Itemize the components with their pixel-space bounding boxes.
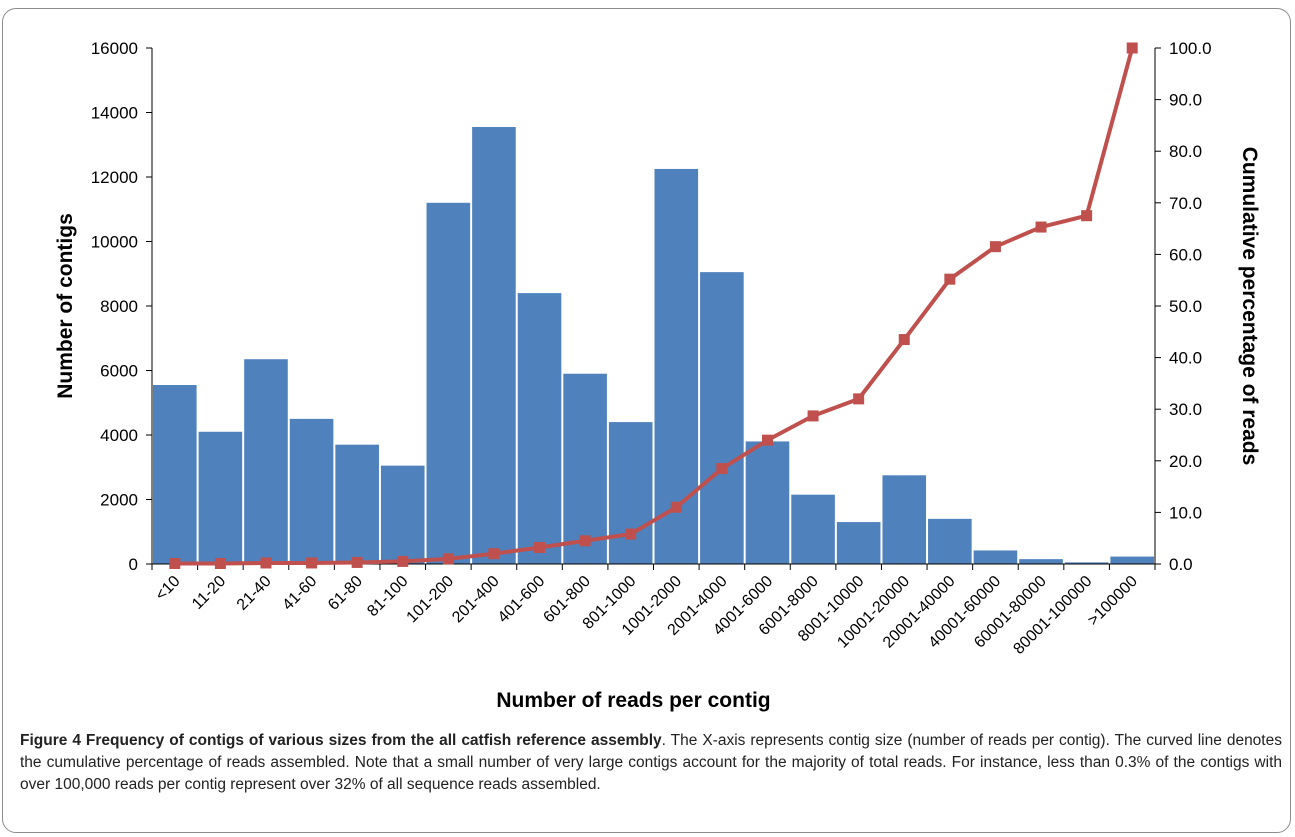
y2-tick-label: 80.0 bbox=[1169, 142, 1202, 161]
y2-tick-label: 70.0 bbox=[1169, 194, 1202, 213]
line-point bbox=[989, 241, 1001, 253]
y-tick-label: 14000 bbox=[91, 104, 138, 123]
figure-caption: Figure 4 Frequency of contigs of various… bbox=[20, 730, 1282, 796]
line-point bbox=[1126, 42, 1138, 54]
y-tick-label: 8000 bbox=[100, 297, 138, 316]
bar bbox=[244, 359, 288, 564]
bar bbox=[517, 293, 562, 564]
y2-tick-label: 90.0 bbox=[1169, 91, 1202, 110]
figure-frame bbox=[2, 8, 1291, 833]
line-point bbox=[351, 556, 363, 568]
bar bbox=[472, 127, 516, 564]
line-point bbox=[260, 557, 272, 569]
bar bbox=[928, 518, 972, 564]
line-point bbox=[1081, 210, 1093, 222]
y2-tick-label: 40.0 bbox=[1169, 349, 1202, 368]
y-axis-title: Number of contigs bbox=[54, 213, 77, 399]
line-point bbox=[579, 535, 591, 547]
chart: 0 2000 4000 6000 8000 10000 12000 14000 16000 0.0… bbox=[54, 39, 1261, 712]
y-tick-label: 16000 bbox=[91, 39, 138, 58]
y2-tick-label: 30.0 bbox=[1169, 400, 1202, 419]
x-axis-title: Number of reads per contig bbox=[496, 689, 770, 712]
bar bbox=[791, 494, 835, 564]
y2-tick-label: 0.0 bbox=[1169, 555, 1193, 574]
y-tick-label: 6000 bbox=[100, 362, 138, 381]
x-tick-label: >100000 bbox=[1085, 573, 1141, 629]
bar bbox=[153, 385, 197, 564]
line-point bbox=[534, 541, 546, 553]
line-point bbox=[1035, 221, 1047, 233]
y-tick-label: 10000 bbox=[91, 233, 138, 252]
caption-lead: Figure 4 Frequency of contigs of various… bbox=[20, 732, 662, 749]
line-point bbox=[716, 463, 728, 475]
x-tick-label: 61-80 bbox=[325, 573, 366, 614]
y2-tick-label: 60.0 bbox=[1169, 245, 1202, 264]
bar bbox=[563, 373, 607, 564]
x-tick-label: 11-20 bbox=[189, 573, 229, 613]
bar bbox=[1019, 559, 1063, 564]
y-tick-label: 4000 bbox=[100, 426, 138, 445]
series-line bbox=[174, 47, 1135, 566]
y2-axis-title: Cumulative percentage of reads bbox=[1238, 147, 1261, 466]
bar bbox=[289, 418, 334, 564]
bar bbox=[380, 465, 425, 564]
y2-tick-label: 20.0 bbox=[1169, 452, 1202, 471]
line-point bbox=[807, 410, 819, 422]
line-point bbox=[488, 548, 500, 560]
y-tick-label: 0 bbox=[129, 555, 138, 574]
line-point bbox=[898, 334, 910, 346]
line-point bbox=[853, 393, 865, 405]
bar bbox=[745, 441, 790, 564]
line-point bbox=[214, 557, 226, 569]
x-tick-label: 21-40 bbox=[234, 573, 275, 614]
bar bbox=[335, 444, 379, 564]
x-tick-label: 101-200 bbox=[404, 573, 458, 627]
y2-tick-label: 100.0 bbox=[1169, 39, 1212, 58]
line-point bbox=[169, 557, 181, 569]
line-point bbox=[670, 501, 682, 513]
x-tick-label: 80001-100000 bbox=[1010, 573, 1095, 658]
bar bbox=[1110, 556, 1154, 564]
caption-text: . The X-axis represents contig size (num… bbox=[20, 732, 1282, 793]
x-tick-label: 201-400 bbox=[449, 573, 503, 627]
bar bbox=[700, 272, 744, 564]
bar bbox=[973, 550, 1018, 564]
line-point bbox=[944, 273, 956, 285]
bar bbox=[608, 422, 653, 564]
bar bbox=[836, 522, 881, 564]
line-point bbox=[761, 434, 773, 446]
x-tick-label: 401-600 bbox=[495, 573, 549, 627]
line-point bbox=[625, 528, 637, 540]
x-tick-label: 41-60 bbox=[279, 573, 320, 614]
bar bbox=[882, 475, 927, 564]
bar bbox=[426, 202, 471, 565]
line-point bbox=[306, 557, 318, 569]
bar bbox=[198, 431, 243, 564]
bar bbox=[1064, 562, 1109, 564]
y-tick-label: 12000 bbox=[91, 168, 138, 187]
y-tick-label: 2000 bbox=[100, 491, 138, 510]
y2-tick-label: 50.0 bbox=[1169, 297, 1202, 316]
bar bbox=[654, 168, 699, 564]
y2-tick-label: 10.0 bbox=[1169, 503, 1202, 522]
line-point bbox=[397, 555, 409, 567]
x-tick-label: <10 bbox=[152, 573, 183, 604]
line-point bbox=[442, 553, 454, 565]
